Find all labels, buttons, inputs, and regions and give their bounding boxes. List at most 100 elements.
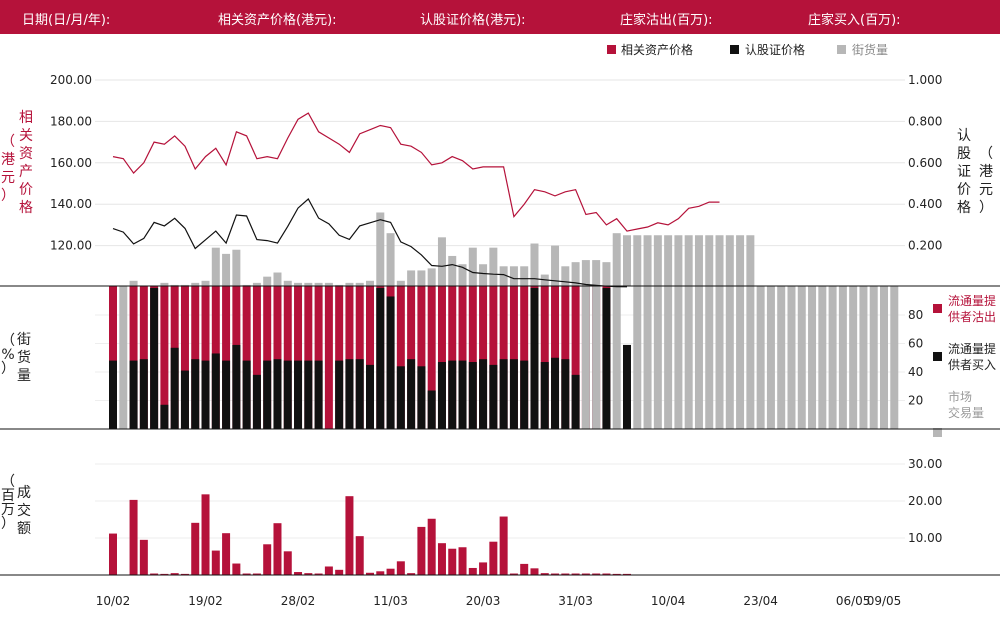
- turnover-bar: [201, 494, 210, 575]
- x-tick-label: 06/05: [836, 594, 871, 608]
- right-axis-unit: （ 港元 ）: [979, 146, 993, 216]
- x-tick-label: 23/04: [743, 594, 778, 608]
- lines-layer: [112, 112, 720, 288]
- turnover-bar: [191, 522, 200, 575]
- lp-sell-bar: [335, 286, 344, 429]
- turnover-bar: [561, 573, 570, 575]
- left-axis-unit: （ 港元 ）: [1, 134, 15, 204]
- market-volume-bar: [664, 286, 673, 429]
- lp-buy-bar: [437, 362, 446, 429]
- turnover-bar: [540, 573, 549, 575]
- turnover-bar: [222, 533, 231, 575]
- mid-axis-title-char: 量: [17, 368, 31, 384]
- lp-buy-bar: [602, 287, 611, 429]
- right-axis-unit-char: （: [979, 146, 993, 162]
- outstanding-bar: [571, 262, 580, 286]
- turnover-bar: [129, 499, 138, 575]
- outstanding-bar: [180, 284, 189, 286]
- right-axis-unit-char: 元: [979, 182, 993, 198]
- bottom-axis-unit-char: 万: [1, 502, 15, 518]
- info-header-bar: 日期(日/月/年): 相关资产价格(港元): 认股证价格(港元): 庄家沽出(百…: [0, 0, 1000, 34]
- lp-buy-bar: [201, 360, 210, 429]
- right-tick-label: 0.800: [908, 114, 942, 128]
- outstanding-bar: [304, 282, 313, 286]
- left-tick-label: 120.00: [50, 239, 92, 253]
- outstanding-bar: [366, 280, 374, 286]
- outstanding-bar: [643, 235, 652, 286]
- mid-tick-label: 60: [908, 337, 923, 351]
- outstanding-bar: [468, 247, 477, 286]
- mid-axis-unit-char: ）: [1, 361, 15, 377]
- outstanding-bar: [314, 282, 323, 286]
- left-axis-title-char: 相: [19, 110, 33, 126]
- lp-buy-bar: [386, 296, 395, 429]
- lp-buy-bar: [407, 359, 416, 429]
- outstanding-bar: [736, 235, 745, 286]
- lp-sell-bar: [458, 286, 467, 429]
- turnover-bar: [612, 573, 621, 575]
- lp-buy-bar: [242, 360, 251, 429]
- turnover-bar: [211, 550, 220, 575]
- outstanding-bar: [191, 282, 200, 286]
- lp-buy-bar: [509, 359, 518, 429]
- left-tick-label: 180.00: [50, 114, 92, 128]
- bottom-axis-title-char: 额: [17, 521, 31, 537]
- lp-sell-bar: [355, 286, 364, 429]
- turnover-bar: [602, 573, 611, 575]
- lp-sell-bar: [540, 286, 549, 429]
- turnover-bar: [170, 573, 179, 575]
- lp-sell-bar: [479, 286, 488, 429]
- x-tick-label: 19/02: [188, 594, 223, 608]
- lp-sell-bar: [448, 286, 457, 429]
- lp-sell-bar: [427, 286, 436, 429]
- right-axis-title-char: 认: [957, 128, 971, 144]
- turnover-bar: [376, 571, 385, 575]
- lp-buy-bar: [530, 287, 539, 429]
- lp-buy-bar: [427, 390, 436, 429]
- turnover-bar: [252, 573, 261, 575]
- outstanding-bar: [674, 235, 683, 286]
- turnover-bar: [448, 548, 457, 575]
- legend-lp-buy-1: 流通量提: [948, 341, 996, 356]
- outstanding-bar: [509, 266, 518, 286]
- lp-sell-bar: [366, 286, 374, 429]
- warrant-price-label: 认股证价格(港元):: [420, 13, 526, 28]
- mid-axis-title: 街货量: [17, 332, 31, 384]
- lp-sell-bar: [201, 286, 210, 429]
- bottom-axis-title-char: 成: [17, 485, 31, 501]
- right-tick-label: 1.000: [908, 73, 942, 87]
- market-volume-bar: [612, 286, 621, 429]
- outstanding-bar: [263, 276, 272, 286]
- lp-sell-bar: [160, 286, 169, 429]
- lp-sell-bar: [263, 286, 272, 429]
- lp-sell-bar: [242, 286, 251, 429]
- market-volume-bar: [643, 286, 652, 429]
- lp-buy-bar: [345, 359, 354, 429]
- market-maker-buy-label: 庄家买入(百万):: [808, 13, 901, 28]
- mid-axis-unit-char: %: [1, 347, 14, 363]
- outstanding-bar: [725, 235, 734, 286]
- left-tick-label: 140.00: [50, 197, 92, 211]
- warrant-price-line: [112, 198, 628, 288]
- right-tick-label: 0.600: [908, 156, 942, 170]
- lp-buy-bar: [252, 374, 261, 429]
- lp-sell-bar: [129, 286, 138, 429]
- lp-buy-bar: [489, 364, 498, 429]
- outstanding-bar: [129, 280, 138, 286]
- lp-buy-bar: [520, 360, 529, 429]
- legend-outstanding: 街货量: [852, 42, 888, 57]
- turnover-bar: [417, 526, 426, 575]
- lp-buy-bar: [180, 370, 189, 429]
- turnover-bar: [139, 539, 148, 575]
- turnover-bar: [407, 573, 416, 575]
- lp-buy-bar: [623, 344, 631, 429]
- turnover-bar: [160, 573, 169, 575]
- underlying-price-line: [112, 112, 720, 232]
- legend-lp-buy-2: 供者买入: [948, 358, 996, 372]
- turnover-bar: [437, 543, 446, 575]
- outstanding-bar: [437, 237, 446, 286]
- lp-sell-bar: [561, 286, 570, 429]
- lp-buy-bar: [160, 404, 169, 429]
- lp-buy-bar: [273, 359, 282, 429]
- lp-sell-bar: [407, 286, 416, 429]
